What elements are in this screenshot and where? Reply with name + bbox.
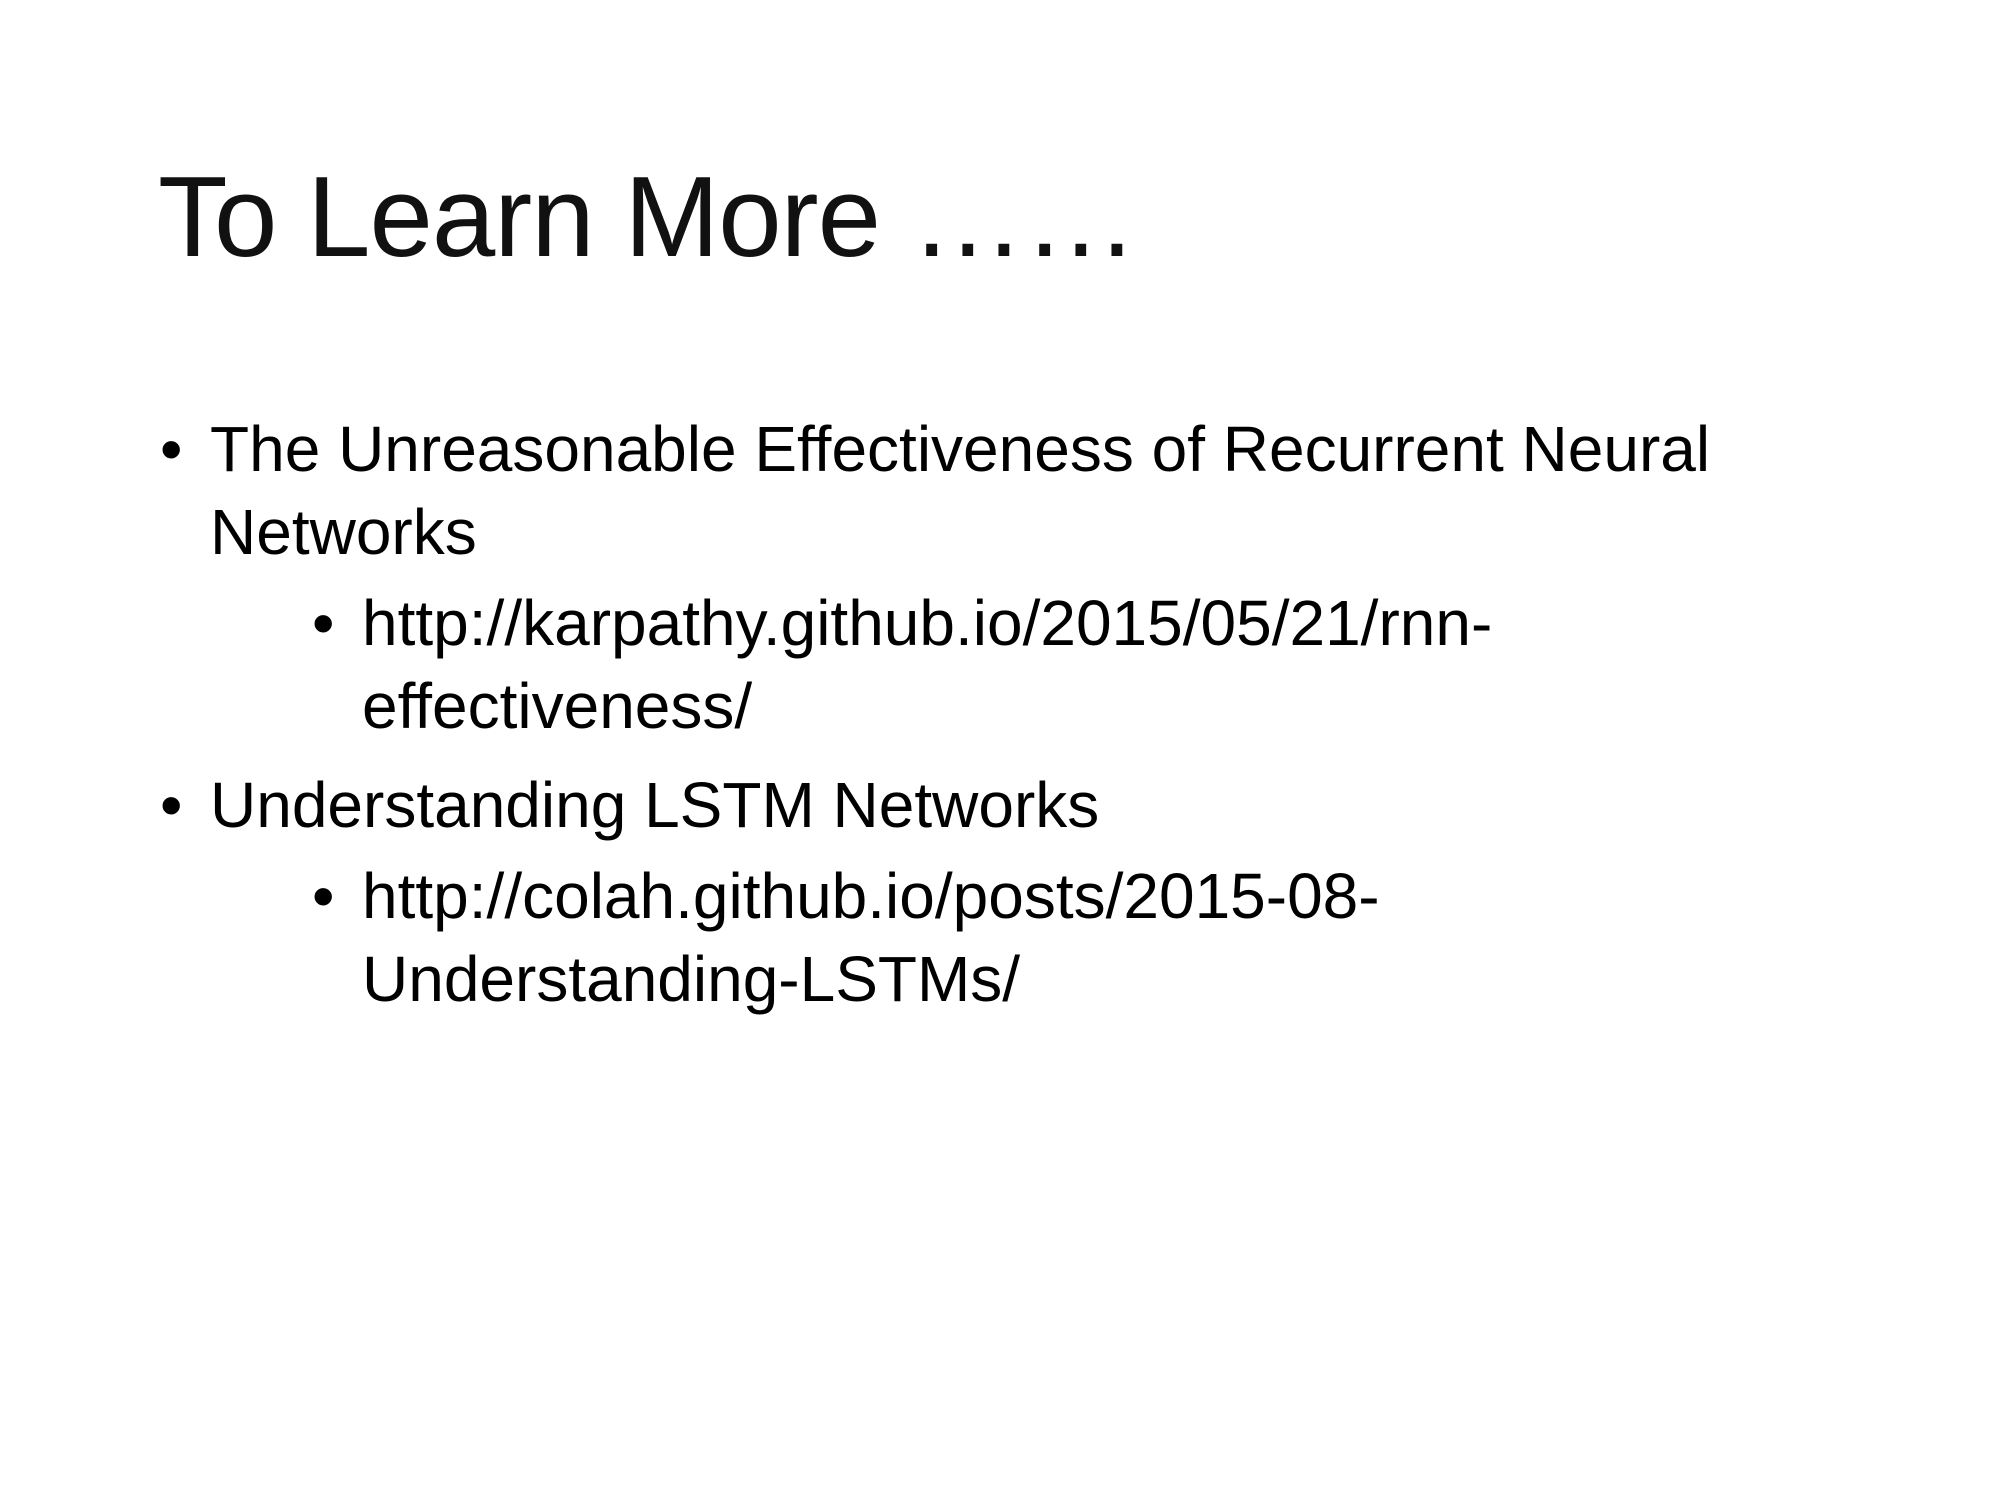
sub-list-item: • http://karpathy.github.io/2015/05/21/r…	[310, 582, 1778, 748]
bullet-icon: •	[312, 587, 335, 659]
slide-title: To Learn More ……	[158, 154, 1138, 281]
sub-list-item: • http://colah.github.io/posts/2015-08-U…	[310, 855, 1778, 1021]
list-item: • The Unreasonable Effectiveness of Recu…	[158, 408, 1778, 748]
link-colah[interactable]: http://colah.github.io/posts/2015-08-Und…	[362, 860, 1380, 1015]
list-item: • Understanding LSTM Networks • http://c…	[158, 764, 1778, 1021]
list-item-text: The Unreasonable Effectiveness of Recurr…	[210, 413, 1711, 568]
bullet-icon: •	[312, 860, 335, 932]
bullet-icon: •	[160, 413, 183, 485]
link-karpathy[interactable]: http://karpathy.github.io/2015/05/21/rnn…	[362, 587, 1493, 742]
list-item-text: Understanding LSTM Networks	[210, 769, 1100, 841]
bullet-list: • The Unreasonable Effectiveness of Recu…	[158, 408, 1778, 1037]
bullet-icon: •	[160, 769, 183, 841]
